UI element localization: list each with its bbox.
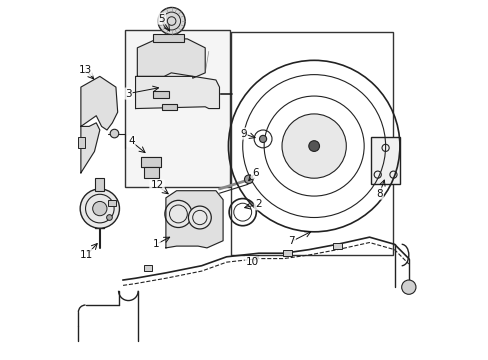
Bar xyxy=(370,137,399,184)
Polygon shape xyxy=(165,191,223,248)
Bar xyxy=(141,157,160,167)
Circle shape xyxy=(188,206,211,229)
Text: 1: 1 xyxy=(153,239,159,249)
Bar xyxy=(144,167,159,178)
Polygon shape xyxy=(135,73,219,109)
Text: 3: 3 xyxy=(125,89,131,99)
Text: 9: 9 xyxy=(240,129,246,139)
Bar xyxy=(230,32,393,255)
Polygon shape xyxy=(81,123,100,173)
Circle shape xyxy=(110,129,119,138)
Bar xyxy=(153,91,169,98)
Polygon shape xyxy=(137,39,205,78)
Bar xyxy=(332,243,341,249)
Bar xyxy=(95,178,104,191)
Text: 11: 11 xyxy=(80,250,93,260)
Bar xyxy=(283,250,291,256)
Text: 7: 7 xyxy=(288,237,294,247)
Circle shape xyxy=(308,141,319,152)
Circle shape xyxy=(164,201,192,228)
Circle shape xyxy=(282,114,346,178)
Text: 10: 10 xyxy=(245,257,258,267)
Circle shape xyxy=(244,175,253,184)
Circle shape xyxy=(401,280,415,294)
Text: 12: 12 xyxy=(150,180,163,190)
Circle shape xyxy=(80,189,119,228)
Circle shape xyxy=(93,202,107,216)
Bar xyxy=(124,30,230,187)
Bar xyxy=(108,201,116,206)
Bar xyxy=(143,265,152,271)
Text: 6: 6 xyxy=(251,168,258,178)
Bar xyxy=(162,104,176,111)
Polygon shape xyxy=(81,76,118,130)
Text: 8: 8 xyxy=(375,189,382,199)
Text: 13: 13 xyxy=(79,65,92,75)
Text: 5: 5 xyxy=(158,14,164,23)
Circle shape xyxy=(106,215,112,220)
Bar xyxy=(78,137,84,148)
Bar xyxy=(153,33,183,42)
Circle shape xyxy=(158,8,185,35)
Text: 2: 2 xyxy=(254,199,261,209)
Circle shape xyxy=(259,135,266,143)
Text: 4: 4 xyxy=(128,136,134,147)
